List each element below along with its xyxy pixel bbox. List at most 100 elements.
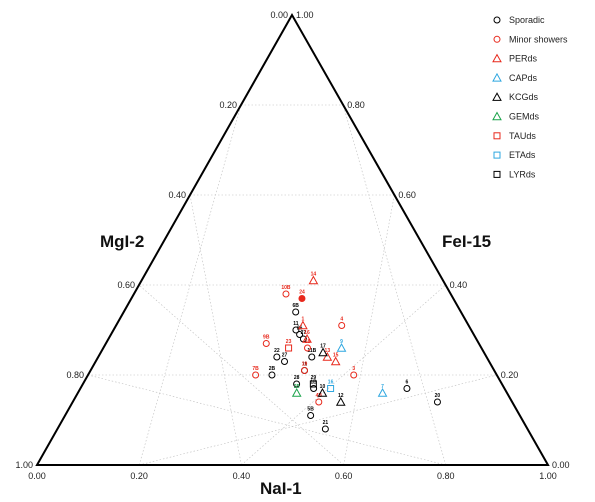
data-point (318, 347, 328, 357)
data-point (307, 412, 315, 419)
grid-line-l (139, 374, 497, 466)
data-point (252, 371, 260, 379)
right-tick-label: 0.40 (450, 280, 468, 290)
legend-marker (493, 132, 501, 140)
data-point (298, 320, 308, 330)
left-tick-label: 0.20 (219, 100, 237, 110)
right-tick-label: 0.60 (398, 190, 416, 200)
point-label: 5B (307, 407, 314, 413)
data-point (327, 385, 335, 392)
left-tick-label: 1.00 (15, 460, 33, 470)
left-tick-label: 0.80 (66, 370, 84, 380)
legend-label: TAUds (509, 131, 536, 141)
data-point (338, 322, 346, 329)
legend-marker (492, 92, 502, 101)
grid-line-r (189, 194, 242, 466)
data-point (336, 342, 347, 352)
point-label: 25 (294, 384, 300, 390)
point-label: 28 (294, 375, 300, 381)
point-label: 27 (282, 353, 288, 359)
grid-line-r (138, 104, 242, 466)
grid-lines (87, 104, 497, 466)
data-point (330, 356, 341, 366)
point-label: 11B (307, 348, 316, 354)
data-point (303, 344, 311, 352)
point-label: 7 (381, 384, 384, 390)
point-label: 29 (311, 375, 317, 381)
data-point (291, 387, 302, 397)
point-label: 7B (252, 366, 259, 372)
bottom-tick-label: 0.80 (437, 471, 455, 481)
legend-marker (493, 35, 501, 43)
data-point (298, 295, 306, 302)
data-point (308, 275, 319, 285)
point-label: 11 (302, 362, 308, 368)
point-label: 3 (352, 366, 355, 372)
data-point (377, 387, 388, 397)
right-tick-label: 0.20 (501, 370, 519, 380)
point-label: 10 (320, 384, 326, 390)
point-label: 19 (302, 362, 308, 368)
point-label: 6B (292, 303, 299, 309)
bottom-tick-label: 0.00 (28, 471, 46, 481)
data-point (292, 308, 300, 316)
bottom-axis-title: NaI-1 (260, 479, 302, 498)
data-point (321, 425, 329, 433)
data-point (301, 367, 309, 374)
grid-line-l (342, 104, 447, 466)
data-point (285, 344, 293, 352)
data-point (262, 340, 270, 347)
triangle-frame (35, 12, 550, 466)
data-point (433, 398, 441, 406)
data-point (315, 398, 323, 406)
point-label: 21 (323, 420, 329, 426)
legend-label: CAPds (509, 73, 538, 83)
bottom-tick-label: 0.20 (130, 471, 148, 481)
point-label: 27 (301, 330, 307, 336)
data-point (302, 333, 312, 343)
legend-marker (492, 111, 502, 121)
point-label: 12 (338, 393, 344, 399)
data-point (282, 290, 290, 298)
legend-marker (493, 151, 501, 159)
right-tick-label: 0.80 (347, 100, 365, 110)
point-label: 22 (274, 348, 280, 354)
legend-label: Minor showers (509, 34, 568, 44)
data-point (403, 385, 411, 392)
grid-line-l (343, 194, 395, 466)
point-label: 9B (263, 335, 270, 341)
legend-label: Sporadic (509, 15, 545, 25)
point-label: 1B (310, 380, 317, 386)
point-label: 13 (325, 348, 331, 354)
data-point (296, 331, 304, 338)
data-point (308, 353, 316, 361)
legend-label: PERds (509, 54, 538, 64)
point-label: 9 (340, 339, 343, 345)
legend-marker (492, 53, 502, 63)
point-label: 6 (406, 380, 409, 386)
tick-labels: 0.00 0.20 0.40 0.60 0.80 1.00 1.00 0.80 0.60 0.40… (15, 10, 569, 481)
right-tick-label: 1.00 (296, 10, 314, 20)
legend: Sporadic Minor showers PERds CAPds KCGds GEMd… (492, 15, 568, 179)
right-axis-title: FeI-15 (442, 232, 491, 251)
grid-line-r (87, 374, 446, 466)
legend-marker (492, 72, 502, 82)
bottom-tick-label: 1.00 (539, 471, 557, 481)
point-label: 15 (333, 353, 339, 359)
data-point (281, 358, 289, 365)
point-label: 1 (302, 317, 305, 323)
legend-label: GEMds (509, 112, 540, 122)
point-label: 16 (328, 380, 334, 386)
legend-label: LYRds (509, 169, 536, 179)
point-label: 2B (269, 366, 276, 372)
data-point (310, 385, 318, 392)
data-point (273, 353, 281, 361)
data-point (350, 371, 358, 379)
left-axis-title: MgI-2 (100, 232, 144, 251)
data-point (317, 387, 328, 397)
point-label: 16 (304, 330, 310, 336)
bottom-tick-label: 0.40 (233, 471, 251, 481)
point-label: 4 (340, 317, 343, 323)
point-label: 11 (293, 321, 299, 327)
